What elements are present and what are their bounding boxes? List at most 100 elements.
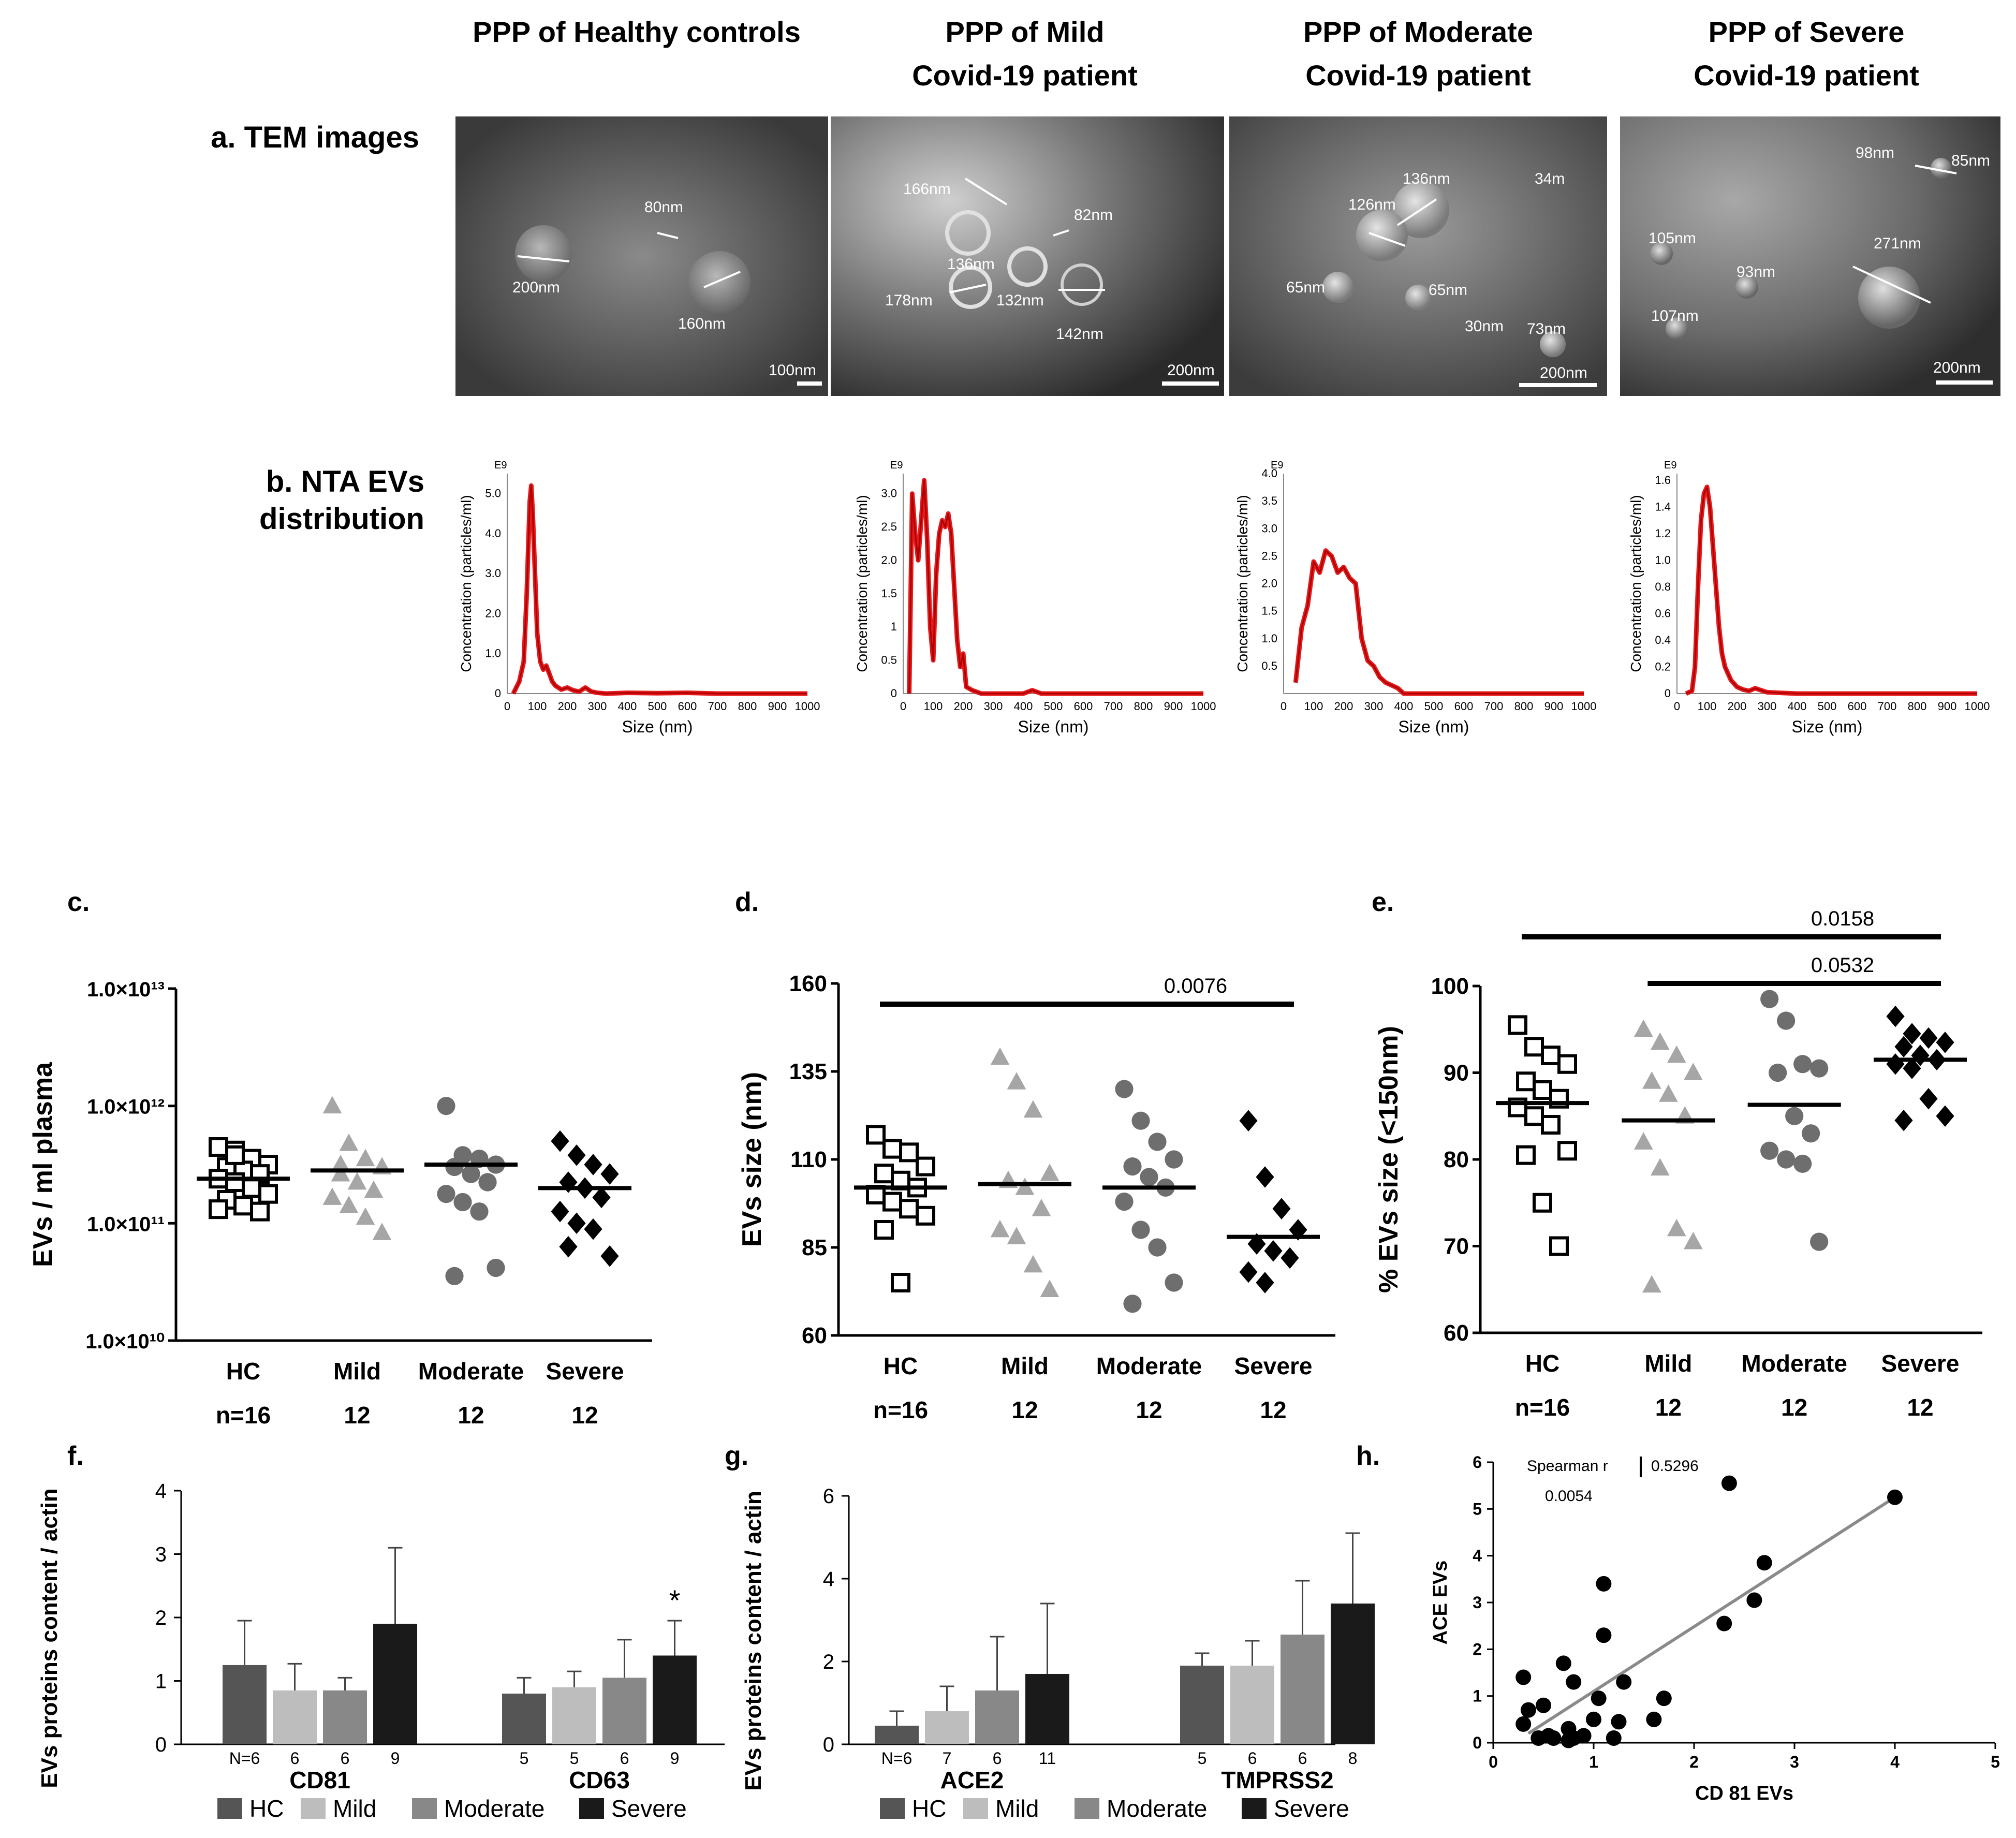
y-tick-label: 2.5	[1261, 549, 1277, 562]
n-label: 5	[520, 1749, 529, 1768]
x-tick-label: 200	[1728, 700, 1747, 713]
data-point	[1586, 1711, 1601, 1727]
y-tick-label: 70	[1444, 1234, 1469, 1259]
data-point	[1561, 1732, 1577, 1748]
x-tick-label: 0	[1281, 700, 1287, 713]
n-label: 12	[1011, 1396, 1038, 1423]
y-axis-label: ACE EVs	[1430, 1561, 1451, 1645]
y-tick-label: 4	[155, 1480, 167, 1503]
data-point-hc	[250, 1201, 270, 1222]
y-tick-label: 1	[155, 1670, 167, 1693]
data-point-hc	[874, 1164, 894, 1184]
data-point-moderate	[437, 1185, 455, 1203]
panel-letter: f.	[67, 1441, 84, 1471]
data-point-severe	[600, 1245, 619, 1267]
data-point-mild	[1040, 1280, 1059, 1297]
y-tick-label: 5.0	[485, 487, 501, 500]
data-point-mild	[331, 1164, 350, 1182]
x-tick-label: 400	[1014, 700, 1033, 713]
bar-mild	[1230, 1666, 1274, 1744]
x-tick-label: 0	[504, 700, 510, 713]
category-label: Mild	[1001, 1352, 1049, 1379]
nta-chart-hc: E9 0 100 200 300 400 500 600 700 800 900 1000 0 1.0 2.…	[455, 445, 828, 756]
data-point-moderate	[1131, 1221, 1150, 1239]
scale-bar	[1162, 381, 1219, 386]
tem-annotation: 132nm	[996, 292, 1044, 309]
category-label: Moderate	[1741, 1350, 1847, 1377]
data-point-mild	[322, 1096, 342, 1114]
x-tick-label: 1000	[1965, 700, 1990, 713]
data-point-moderate	[1793, 1055, 1812, 1074]
x-tick-label: 700	[1878, 700, 1897, 713]
x-tick-label: 900	[1544, 700, 1564, 713]
y-tick-label: 1.0×10¹⁰	[85, 1330, 165, 1353]
legend-label-mild: Mild	[333, 1795, 376, 1822]
y-tick-label: 135	[789, 1059, 827, 1084]
tem-annotation: 160nm	[678, 315, 726, 332]
data-point-severe	[1289, 1219, 1307, 1241]
n-label: 9	[391, 1749, 400, 1768]
panel-d-svg: d. 160 135 110 85 60 EVs size (nm) HC n=16 Mild 12…	[735, 887, 1335, 1423]
y-tick-label: 0	[823, 1733, 834, 1756]
n-label: 6	[993, 1749, 1002, 1768]
y-tick-label: 0.6	[1655, 607, 1671, 620]
measure-line	[1915, 165, 1957, 174]
x-axis-label: Size (nm)	[1399, 717, 1469, 736]
bar-severe	[373, 1624, 417, 1744]
x-tick-label: 500	[1424, 700, 1444, 713]
legend-swatch-moderate	[1075, 1798, 1099, 1819]
tem-annotation: 126nm	[1348, 196, 1396, 213]
data-point-mild	[1007, 1227, 1026, 1244]
vesicle	[1666, 317, 1688, 340]
bar-mild	[273, 1690, 317, 1744]
n-label: 5	[1198, 1749, 1207, 1768]
panel-letter: g.	[725, 1441, 748, 1471]
y-tick-label: 0	[1473, 1733, 1482, 1752]
data-point	[1520, 1702, 1536, 1718]
data-point-moderate	[1769, 1063, 1787, 1082]
n-label: N=6	[229, 1749, 260, 1768]
category-label: Severe	[546, 1358, 624, 1385]
x-tick-label: 900	[1164, 700, 1183, 713]
x-tick-label: 800	[1514, 700, 1534, 713]
data-point-mild	[1683, 1231, 1703, 1249]
x-tick-label: 400	[618, 700, 637, 713]
n-label: 12	[571, 1402, 598, 1429]
y-tick-label: 2.0	[1261, 577, 1277, 590]
legend-swatch-severe	[1242, 1798, 1267, 1819]
y-tick-label: 4.0	[1261, 467, 1277, 480]
data-point	[1716, 1615, 1732, 1631]
bar-moderate	[975, 1690, 1019, 1744]
x-tick-label: 1000	[1191, 700, 1216, 713]
x-tick-label: 100	[528, 700, 547, 713]
n-label: 5	[570, 1749, 579, 1768]
n-label: N=6	[881, 1749, 913, 1768]
panel-letter: d.	[735, 887, 759, 917]
tem-image-hc-graphic: 80nm 200nm 160nm 100nm	[455, 116, 828, 396]
panel-letter: c.	[67, 887, 90, 917]
y-tick-label: 3	[155, 1543, 167, 1566]
data-point-moderate	[1777, 1011, 1796, 1030]
panel-g: g. 0 2 4 6 EVs proteins content / actin N=6 7 6 1…	[725, 1434, 1413, 1837]
n-label: n=16	[873, 1396, 928, 1423]
data-point-severe	[592, 1186, 611, 1209]
n-label: 12	[1136, 1396, 1162, 1423]
data-point-severe	[1919, 1087, 1938, 1110]
data-point	[1616, 1674, 1632, 1690]
tem-annotation: 65nm	[1429, 282, 1467, 299]
x-axis-label: Size (nm)	[1018, 717, 1089, 736]
n-label: 12	[344, 1402, 370, 1429]
x-tick-label: 900	[1938, 700, 1957, 713]
data-point-moderate	[437, 1097, 455, 1115]
tem-image-severe-graphic: 98nm 85nm 105nm 271nm 93nm 107nm 200nm	[1620, 116, 2000, 396]
data-point-moderate	[1793, 1154, 1812, 1173]
n-label: 8	[1348, 1749, 1358, 1768]
bar-severe	[1025, 1674, 1069, 1744]
panel-letter: h.	[1356, 1441, 1380, 1471]
data-point-moderate	[1123, 1157, 1142, 1176]
data-point-severe	[1894, 1036, 1913, 1058]
n-label: 11	[1039, 1749, 1056, 1768]
data-point-moderate	[462, 1165, 480, 1183]
data-point-moderate	[487, 1258, 505, 1277]
exponent-label: E9	[494, 460, 507, 471]
